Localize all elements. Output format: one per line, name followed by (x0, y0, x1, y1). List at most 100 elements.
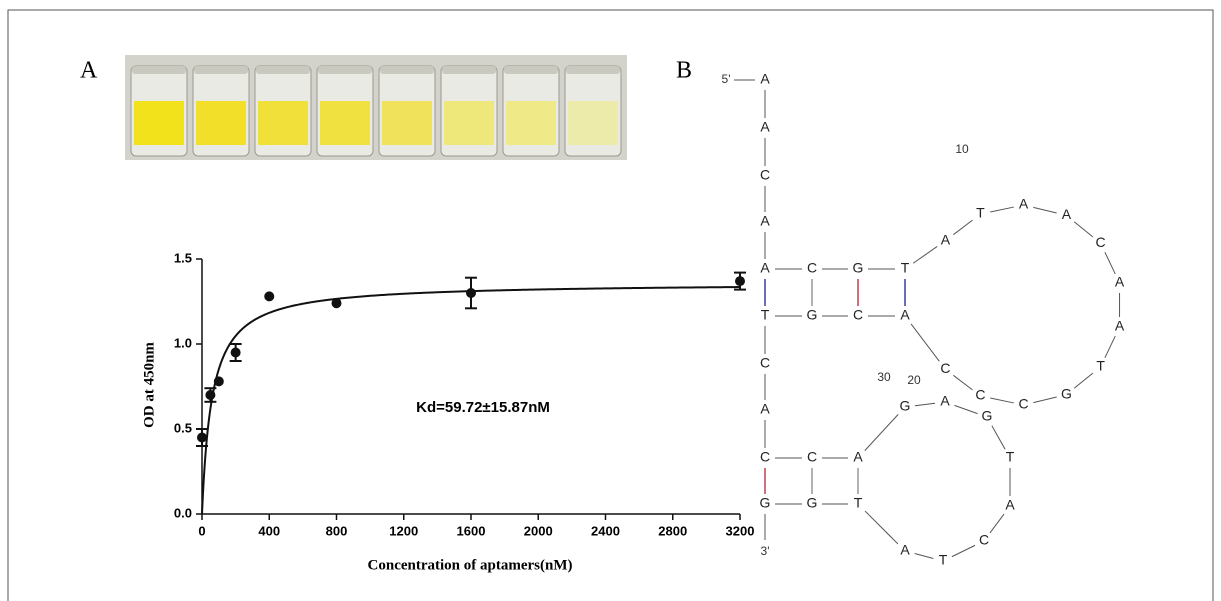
data-point (230, 347, 241, 358)
backbone (1033, 396, 1057, 404)
base: C (760, 449, 770, 465)
vial-rim (194, 66, 248, 74)
base: G (1061, 385, 1072, 401)
base: A (940, 393, 950, 409)
vial-liquid (444, 101, 494, 145)
vial-liquid (568, 101, 618, 145)
base: G (900, 398, 911, 414)
vial-rim (504, 66, 558, 74)
base: T (939, 552, 948, 568)
base: A (760, 119, 770, 135)
panel-label: A (80, 58, 98, 84)
base: C (853, 307, 863, 323)
panel-label: B (676, 58, 692, 84)
base: A (760, 71, 770, 87)
x-tick-label: 1200 (389, 523, 418, 538)
base: A (760, 401, 770, 417)
y-tick-label: 0.0 (174, 505, 192, 520)
backbone (1073, 221, 1094, 238)
base: T (854, 495, 863, 511)
y-tick-label: 1.0 (174, 335, 192, 350)
base: C (760, 167, 770, 183)
base: T (1096, 358, 1105, 374)
data-point (331, 298, 342, 309)
data-point (205, 390, 216, 400)
vial-rim (380, 66, 434, 74)
data-point (264, 291, 275, 302)
base: C (940, 360, 950, 376)
backbone (991, 425, 1006, 450)
backbone (864, 510, 899, 545)
base: C (807, 449, 817, 465)
x-tick-label: 800 (326, 523, 348, 538)
base: T (761, 307, 770, 323)
base: C (760, 355, 770, 371)
base: A (1115, 318, 1125, 334)
y-tick-label: 1.5 (174, 250, 192, 265)
y-tick-label: 0.5 (174, 420, 192, 435)
backbone (990, 206, 1014, 213)
backbone (912, 246, 938, 264)
vial-liquid (134, 101, 184, 145)
y-axis-label: OD at 450nm (141, 342, 157, 428)
base: A (760, 213, 770, 229)
vial-liquid (196, 101, 246, 145)
x-axis-label: Concentration of aptamers(nM) (368, 557, 573, 573)
base: G (807, 307, 818, 323)
three-prime: 3' (761, 544, 770, 558)
x-tick-label: 2800 (658, 523, 687, 538)
position-label: 30 (877, 370, 891, 384)
base: A (900, 307, 910, 323)
data-point (213, 376, 224, 387)
x-tick-label: 3200 (726, 523, 755, 538)
base: G (982, 408, 993, 424)
base: A (1019, 196, 1029, 212)
five-prime: 5' (722, 72, 731, 86)
backbone (990, 397, 1014, 404)
base: C (979, 532, 989, 548)
vial-liquid (320, 101, 370, 145)
vial-liquid (382, 101, 432, 145)
backbone (1104, 251, 1116, 275)
base: G (853, 260, 864, 276)
x-tick-label: 2000 (524, 523, 553, 538)
base: C (975, 387, 985, 403)
x-tick-label: 1600 (457, 523, 486, 538)
vial-liquid (258, 101, 308, 145)
backbone (953, 374, 973, 391)
base: T (976, 205, 985, 221)
backbone (1033, 206, 1057, 214)
base: A (1005, 497, 1015, 513)
base: C (807, 260, 817, 276)
figure-border (7, 9, 1214, 601)
base: A (941, 231, 951, 247)
base: A (1115, 274, 1125, 290)
annotation: Kd=59.72±15.87nM (416, 399, 550, 416)
vial-rim (566, 66, 620, 74)
backbone (989, 513, 1005, 534)
backbone (953, 219, 973, 236)
base: A (900, 542, 910, 558)
base: G (760, 495, 771, 511)
position-label: 10 (955, 142, 969, 156)
base: T (901, 260, 910, 276)
vial-liquid (506, 101, 556, 145)
base: C (1019, 396, 1029, 412)
backbone (951, 544, 976, 558)
vial-rim (256, 66, 310, 74)
vial-rim (318, 66, 372, 74)
vial-rim (442, 66, 496, 74)
x-tick-label: 2400 (591, 523, 620, 538)
base: C (1096, 234, 1106, 250)
base: T (1006, 449, 1015, 465)
vials (130, 65, 622, 157)
base: G (807, 495, 818, 511)
data-point (735, 276, 745, 287)
data-point (466, 288, 476, 298)
base: A (1062, 206, 1072, 222)
backbone (914, 553, 934, 559)
backbone (914, 402, 936, 407)
backbone (1104, 335, 1116, 359)
backbone (910, 323, 940, 362)
